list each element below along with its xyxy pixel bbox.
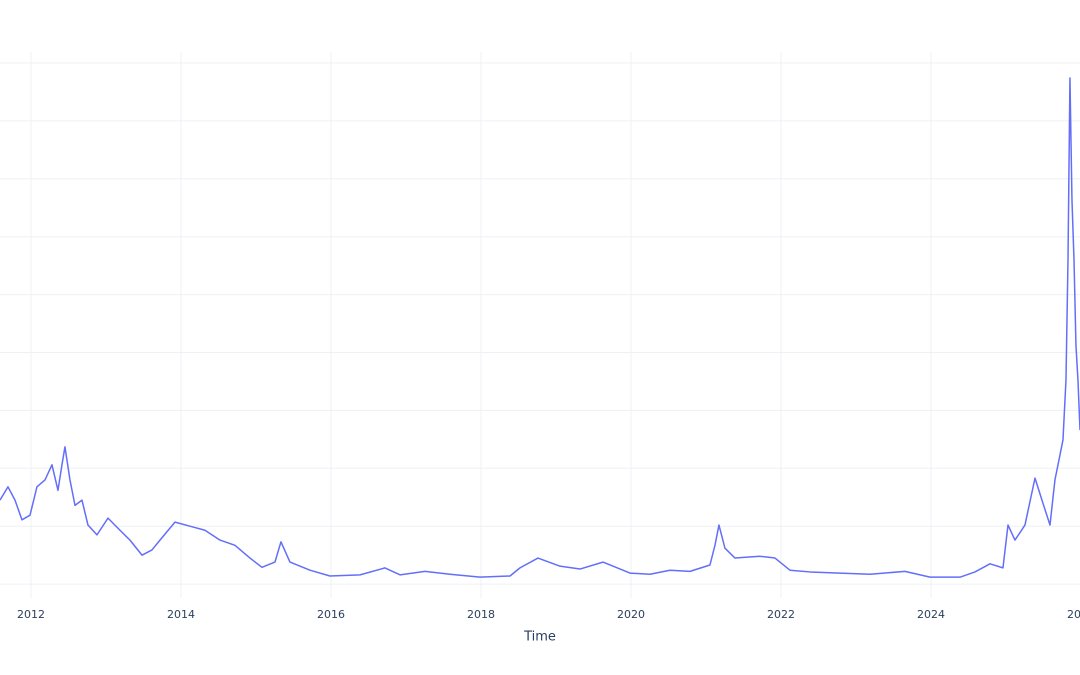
plot-area — [0, 77, 1080, 578]
x-tick-label: 2014 — [167, 608, 195, 621]
x-tick-label: 2026 — [1067, 608, 1080, 621]
x-tick-label: 2024 — [917, 608, 945, 621]
x-axis: 2012 2014 2016 2018 2020 2022 2024 2026 — [17, 608, 1080, 621]
x-tick-label: 2016 — [317, 608, 345, 621]
x-tick-label: 2022 — [767, 608, 795, 621]
x-axis-title: Time — [523, 630, 556, 645]
line-series — [0, 77, 1080, 578]
x-tick-label: 2018 — [467, 608, 495, 621]
grid — [0, 52, 1080, 598]
x-tick-label: 2020 — [617, 608, 645, 621]
x-tick-label: 2012 — [17, 608, 45, 621]
